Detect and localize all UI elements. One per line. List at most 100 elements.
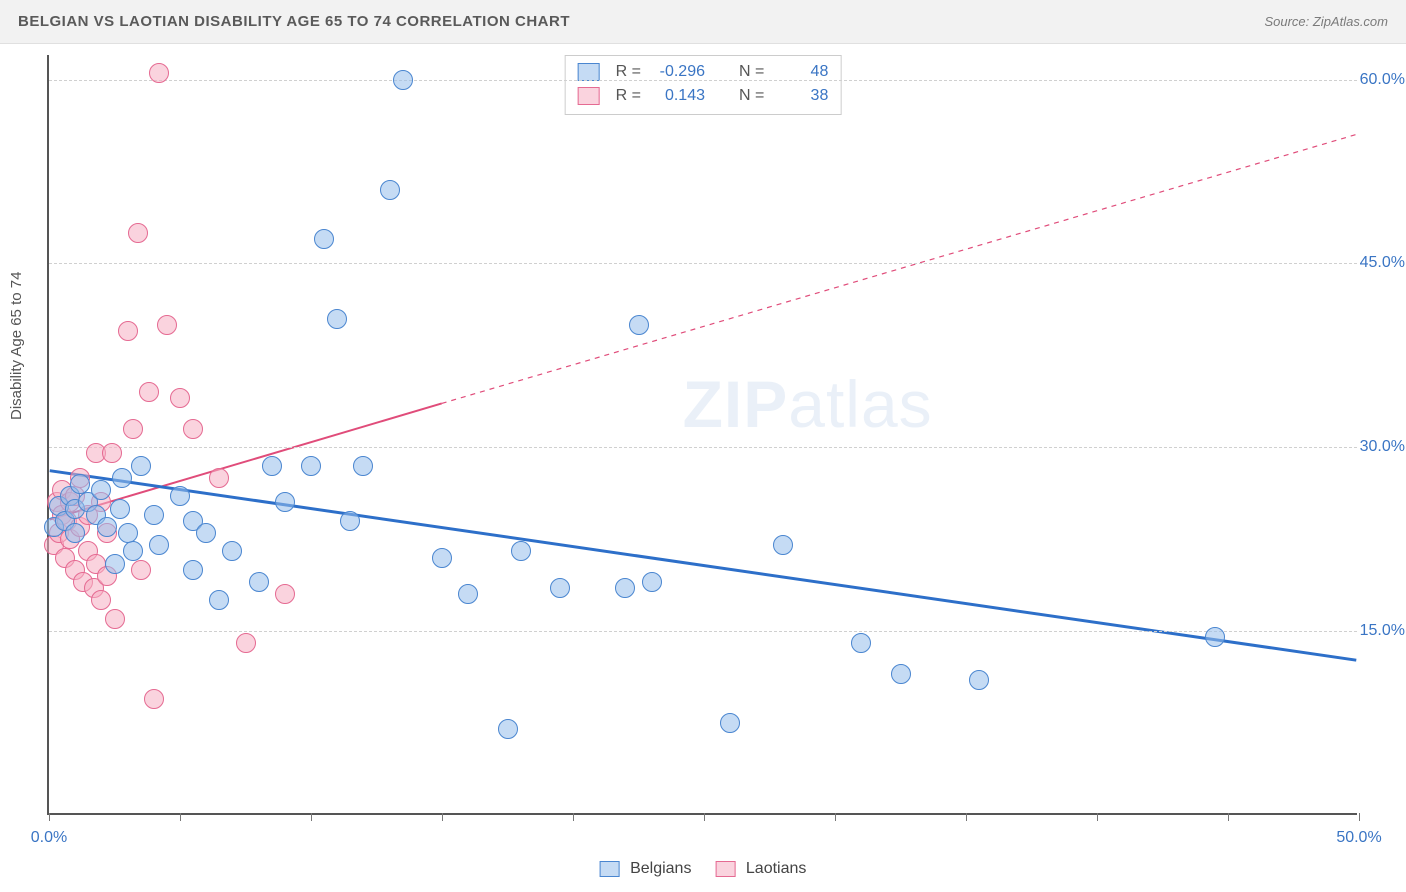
- scatter-point: [131, 560, 151, 580]
- y-tick-label: 30.0%: [1360, 438, 1405, 456]
- x-tick-mark: [573, 813, 574, 821]
- scatter-point: [550, 578, 570, 598]
- y-tick-label: 45.0%: [1360, 254, 1405, 272]
- scatter-point: [891, 664, 911, 684]
- watermark-bold: ZIP: [683, 367, 789, 441]
- trend-lines: [49, 55, 1357, 813]
- scatter-point: [209, 468, 229, 488]
- x-tick-mark: [180, 813, 181, 821]
- scatter-point: [432, 548, 452, 568]
- scatter-point: [629, 315, 649, 335]
- source-prefix: Source:: [1264, 14, 1312, 29]
- gridline: [49, 263, 1357, 264]
- x-tick-label: 50.0%: [1336, 829, 1381, 847]
- scatter-point: [144, 505, 164, 525]
- scatter-point: [112, 468, 132, 488]
- scatter-point: [144, 689, 164, 709]
- scatter-point: [170, 486, 190, 506]
- scatter-point: [91, 590, 111, 610]
- scatter-point: [209, 590, 229, 610]
- scatter-point: [157, 315, 177, 335]
- laotians-swatch-icon: [578, 87, 600, 105]
- scatter-point: [118, 523, 138, 543]
- correlation-row-laotians: R = 0.143 N = 38: [578, 84, 829, 108]
- scatter-point: [65, 523, 85, 543]
- scatter-point: [102, 443, 122, 463]
- legend-item-laotians: Laotians: [715, 860, 806, 878]
- series-legend: Belgians Laotians: [600, 860, 807, 878]
- n-label: N =: [739, 84, 764, 108]
- x-tick-label: 0.0%: [31, 829, 67, 847]
- source-name: ZipAtlas.com: [1313, 14, 1388, 29]
- correlation-legend: R = -0.296 N = 48 R = 0.143 N = 38: [565, 55, 842, 115]
- scatter-point: [851, 633, 871, 653]
- trend-line: [442, 134, 1357, 403]
- legend-belgians-label: Belgians: [630, 860, 691, 877]
- r-label: R =: [616, 84, 641, 108]
- scatter-point: [301, 456, 321, 476]
- scatter-point: [128, 223, 148, 243]
- x-tick-mark: [1228, 813, 1229, 821]
- scatter-point: [249, 572, 269, 592]
- laotians-swatch-icon: [715, 861, 735, 877]
- scatter-point: [123, 419, 143, 439]
- gridline: [49, 447, 1357, 448]
- scatter-point: [149, 63, 169, 83]
- scatter-point: [183, 560, 203, 580]
- scatter-point: [340, 511, 360, 531]
- scatter-point: [969, 670, 989, 690]
- scatter-point: [222, 541, 242, 561]
- scatter-point: [393, 70, 413, 90]
- watermark-light: atlas: [788, 367, 932, 441]
- y-tick-label: 60.0%: [1360, 71, 1405, 89]
- x-tick-mark: [442, 813, 443, 821]
- legend-item-belgians: Belgians: [600, 860, 692, 878]
- scatter-point: [1205, 627, 1225, 647]
- scatter-point: [275, 584, 295, 604]
- scatter-point: [275, 492, 295, 512]
- scatter-point: [720, 713, 740, 733]
- belgians-swatch-icon: [578, 63, 600, 81]
- chart-container: BELGIAN VS LAOTIAN DISABILITY AGE 65 TO …: [0, 0, 1406, 892]
- scatter-point: [236, 633, 256, 653]
- scatter-point: [105, 609, 125, 629]
- scatter-point: [70, 474, 90, 494]
- y-tick-label: 15.0%: [1360, 622, 1405, 640]
- gridline: [49, 80, 1357, 81]
- scatter-point: [170, 388, 190, 408]
- scatter-point: [123, 541, 143, 561]
- y-axis-label: Disability Age 65 to 74: [8, 272, 25, 420]
- scatter-point: [314, 229, 334, 249]
- scatter-point: [105, 554, 125, 574]
- x-tick-mark: [49, 813, 50, 821]
- scatter-point: [511, 541, 531, 561]
- chart-title: BELGIAN VS LAOTIAN DISABILITY AGE 65 TO …: [18, 13, 570, 30]
- scatter-point: [118, 321, 138, 341]
- laotians-n-value: 38: [774, 84, 828, 108]
- chart-source: Source: ZipAtlas.com: [1264, 14, 1388, 29]
- scatter-point: [380, 180, 400, 200]
- scatter-point: [139, 382, 159, 402]
- watermark: ZIPatlas: [683, 366, 933, 442]
- scatter-point: [183, 419, 203, 439]
- scatter-point: [196, 523, 216, 543]
- x-tick-mark: [704, 813, 705, 821]
- scatter-point: [642, 572, 662, 592]
- belgians-swatch-icon: [600, 861, 620, 877]
- scatter-point: [773, 535, 793, 555]
- x-tick-mark: [835, 813, 836, 821]
- scatter-point: [131, 456, 151, 476]
- x-tick-mark: [1097, 813, 1098, 821]
- scatter-point: [498, 719, 518, 739]
- scatter-point: [110, 499, 130, 519]
- x-tick-mark: [311, 813, 312, 821]
- scatter-point: [615, 578, 635, 598]
- scatter-point: [458, 584, 478, 604]
- legend-laotians-label: Laotians: [746, 860, 807, 877]
- scatter-point: [353, 456, 373, 476]
- scatter-point: [91, 480, 111, 500]
- gridline: [49, 631, 1357, 632]
- chart-header: BELGIAN VS LAOTIAN DISABILITY AGE 65 TO …: [0, 0, 1406, 44]
- x-tick-mark: [966, 813, 967, 821]
- laotians-r-value: 0.143: [651, 84, 705, 108]
